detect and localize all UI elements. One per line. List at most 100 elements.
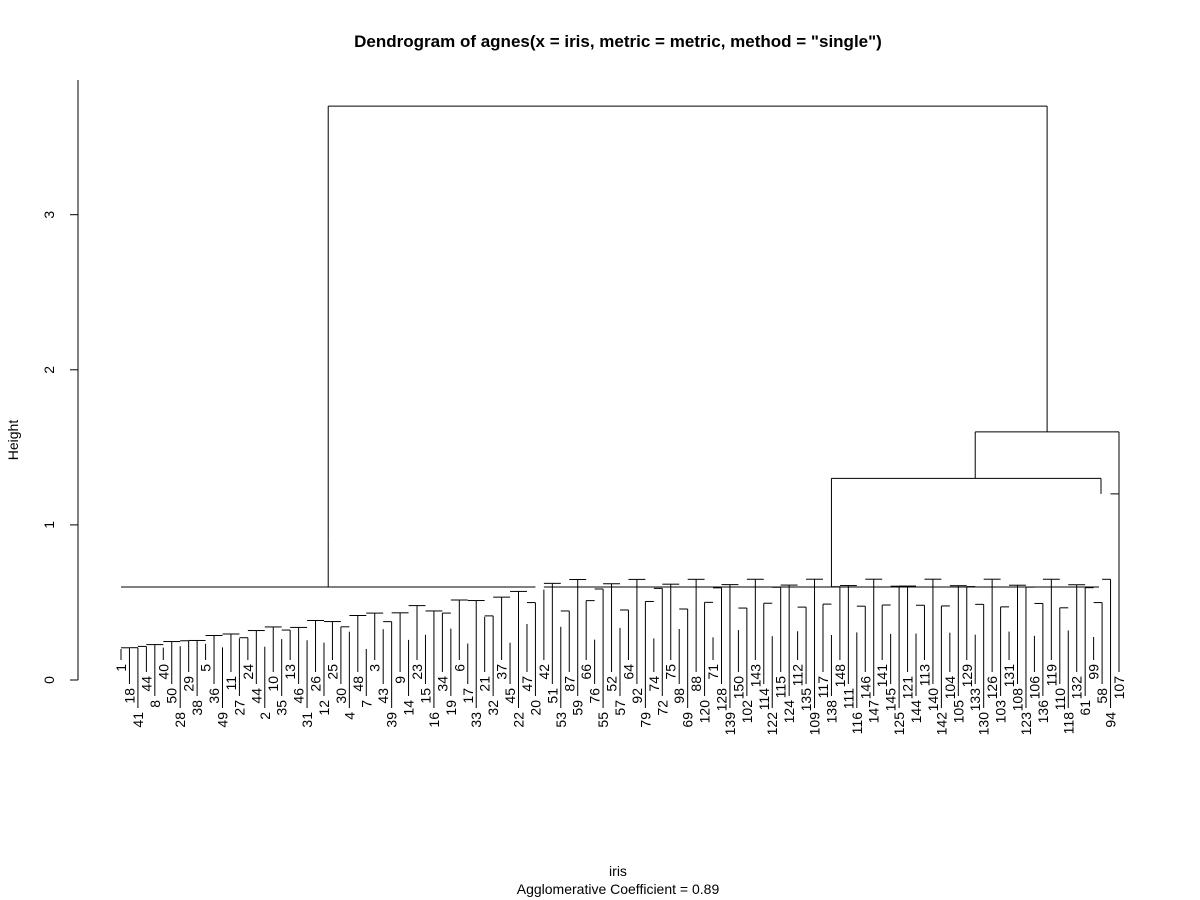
leaf-label: 69	[680, 712, 696, 728]
leaf-label: 116	[849, 712, 865, 735]
leaf-label: 6	[451, 664, 467, 672]
leaf-label: 129	[959, 664, 975, 688]
y-tick-label: 3	[41, 211, 57, 219]
leaf-label: 66	[578, 664, 594, 680]
leaf-label: 98	[671, 688, 687, 704]
leaf-label: 125	[891, 712, 907, 736]
leaf-label: 75	[663, 664, 679, 680]
leaf-label: 18	[121, 688, 137, 704]
leaf-label: 14	[401, 700, 417, 716]
leaf-label: 145	[883, 688, 899, 712]
leaf-label: 15	[417, 688, 433, 704]
leaf-label: 24	[240, 664, 256, 680]
leaf-label: 53	[553, 712, 569, 728]
leaf-label: 92	[629, 688, 645, 704]
leaf-label: 47	[519, 676, 535, 692]
leaf-label: 9	[392, 676, 408, 684]
leaf-label: 41	[130, 712, 146, 728]
leaf-label: 113	[916, 664, 932, 687]
leaf-label: 122	[764, 712, 780, 736]
leaf-label: 27	[231, 700, 247, 716]
leaf-label: 143	[747, 664, 763, 688]
x-axis-label: iris	[609, 863, 627, 879]
chart-title: Dendrogram of agnes(x = iris, metric = m…	[354, 32, 882, 51]
leaf-label: 42	[536, 664, 552, 680]
dendrogram-tree	[120, 105, 1120, 708]
leaf-label: 103	[993, 700, 1009, 724]
y-tick-label: 2	[41, 366, 57, 374]
leaf-label: 71	[705, 664, 721, 680]
leaf-label: 4	[341, 712, 357, 720]
leaf-label: 108	[1010, 688, 1026, 712]
leaf-label: 46	[291, 688, 307, 704]
leaf-label: 64	[620, 664, 636, 680]
leaf-label: 112	[790, 664, 806, 687]
leaf-label: 107	[1111, 676, 1127, 700]
leaf-label: 102	[739, 700, 755, 724]
leaf-label: 5	[198, 664, 214, 672]
leaf-label: 74	[646, 676, 662, 692]
y-tick-label: 1	[41, 521, 57, 529]
leaf-label: 138	[823, 700, 839, 724]
leaf-label: 140	[925, 688, 941, 712]
leaf-label: 119	[1043, 664, 1059, 687]
leaf-label: 17	[460, 688, 476, 704]
leaf-label: 115	[773, 676, 789, 699]
leaf-label: 13	[282, 664, 298, 680]
leaf-label: 72	[654, 700, 670, 716]
leaf-label: 37	[494, 664, 510, 680]
leaf-label: 120	[697, 700, 713, 724]
leaf-label: 76	[587, 688, 603, 704]
leaf-label: 104	[942, 676, 958, 700]
leaf-label: 121	[900, 676, 916, 700]
leaf-label: 141	[874, 664, 890, 688]
leaf-label: 36	[206, 688, 222, 704]
leaf-label: 52	[604, 676, 620, 692]
leaf-label: 49	[214, 712, 230, 728]
leaf-label: 25	[324, 664, 340, 680]
leaf-label: 38	[189, 700, 205, 716]
leaf-label: 110	[1052, 688, 1068, 711]
leaf-label: 33	[468, 712, 484, 728]
leaf-label: 51	[544, 688, 560, 704]
leaf-label: 11	[223, 676, 239, 691]
leaf-label: 1	[113, 664, 129, 672]
leaf-label: 148	[832, 664, 848, 688]
leaf-label: 118	[1060, 712, 1076, 735]
leaf-label: 21	[477, 676, 493, 692]
leaf-label: 57	[612, 700, 628, 716]
leaf-label: 10	[265, 676, 281, 692]
leaf-label: 146	[857, 676, 873, 700]
leaf-label: 23	[409, 664, 425, 680]
leaf-label: 8	[147, 700, 163, 708]
leaf-label: 114	[756, 688, 772, 711]
leaf-label: 50	[164, 688, 180, 704]
leaf-label: 61	[1077, 700, 1093, 716]
leaf-label: 31	[299, 712, 315, 728]
leaf-label: 99	[1086, 664, 1102, 680]
leaf-label: 105	[950, 700, 966, 724]
leaf-label: 87	[561, 676, 577, 692]
leaf-label: 2	[257, 712, 273, 720]
leaf-label: 26	[308, 676, 324, 692]
leaf-label: 16	[426, 712, 442, 728]
leaf-label: 48	[350, 676, 366, 692]
y-tick-label: 0	[41, 676, 57, 684]
leaf-label: 88	[688, 676, 704, 692]
leaf-label: 30	[333, 688, 349, 704]
leaf-label: 124	[781, 700, 797, 724]
leaf-label: 133	[967, 688, 983, 712]
leaf-label: 20	[527, 700, 543, 716]
leaf-label: 139	[722, 712, 738, 736]
leaf-label: 106	[1026, 676, 1042, 700]
leaf-label: 135	[798, 688, 814, 712]
leaf-label: 34	[434, 676, 450, 692]
leaf-label: 132	[1069, 676, 1085, 700]
leaf-label: 7	[358, 700, 374, 708]
leaf-label: 19	[443, 700, 459, 716]
leaf-label: 35	[274, 700, 290, 716]
agglomerative-coefficient: Agglomerative Coefficient = 0.89	[517, 881, 720, 897]
leaf-label: 3	[367, 664, 383, 672]
leaf-label: 29	[181, 676, 197, 692]
